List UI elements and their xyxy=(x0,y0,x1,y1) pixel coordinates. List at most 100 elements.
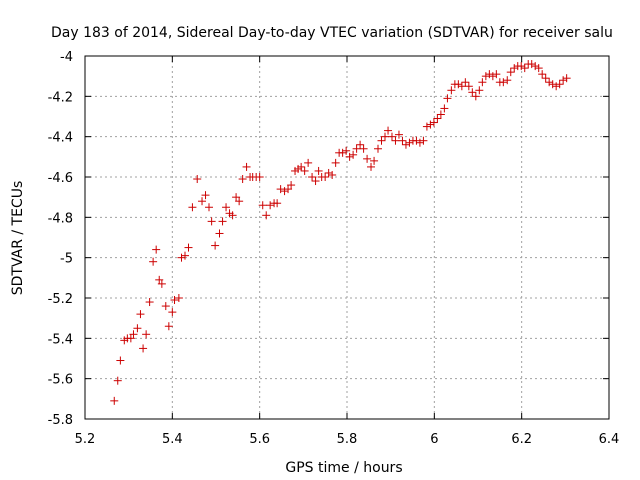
data-point xyxy=(280,187,289,196)
data-point xyxy=(541,74,550,83)
data-point xyxy=(155,275,164,284)
data-point xyxy=(342,146,351,155)
data-point xyxy=(300,166,309,175)
data-points xyxy=(110,60,571,405)
data-point xyxy=(314,166,323,175)
data-point xyxy=(429,118,438,127)
data-point xyxy=(464,82,473,91)
data-point xyxy=(258,201,267,210)
y-tick-label: -4.4 xyxy=(48,131,73,146)
data-point xyxy=(401,140,410,149)
data-point xyxy=(145,298,154,307)
data-point xyxy=(205,203,214,212)
data-point xyxy=(238,175,247,184)
data-point xyxy=(170,296,179,305)
data-point xyxy=(133,324,142,333)
data-point xyxy=(168,308,177,317)
data-point xyxy=(380,132,389,141)
y-tick-label: -4.2 xyxy=(48,90,73,105)
data-point xyxy=(142,330,151,339)
x-tick-label: 5.4 xyxy=(162,432,183,447)
data-point xyxy=(440,104,449,113)
data-point xyxy=(174,294,183,302)
data-point xyxy=(273,199,282,208)
data-point xyxy=(136,310,145,319)
data-point xyxy=(387,132,396,141)
data-point xyxy=(242,162,251,171)
data-point xyxy=(349,150,358,159)
data-point xyxy=(287,181,296,190)
data-point xyxy=(492,70,501,79)
data-point xyxy=(422,122,431,131)
y-tick-label: -4.8 xyxy=(48,211,73,226)
data-point xyxy=(308,173,317,181)
y-tick-label: -5.8 xyxy=(48,413,73,428)
chart-title: Day 183 of 2014, Sidereal Day-to-day VTE… xyxy=(51,25,613,41)
x-tick-label: 5.8 xyxy=(337,432,358,447)
data-point xyxy=(184,243,193,252)
data-point xyxy=(215,229,224,238)
data-point xyxy=(367,162,376,171)
x-tick-label: 6.4 xyxy=(599,432,620,447)
data-point xyxy=(545,78,554,87)
axis-ticks xyxy=(84,55,610,420)
data-point xyxy=(356,140,365,149)
data-point xyxy=(139,344,148,353)
data-point xyxy=(228,211,237,220)
data-point xyxy=(534,64,543,73)
grid-lines xyxy=(85,56,609,419)
data-point xyxy=(157,279,166,288)
data-point xyxy=(110,396,119,405)
data-point xyxy=(384,126,393,135)
data-point xyxy=(321,173,330,181)
data-point xyxy=(222,203,231,212)
data-point xyxy=(276,185,285,194)
data-point xyxy=(255,173,264,181)
y-tick-label: -4.6 xyxy=(48,171,73,186)
data-point xyxy=(478,78,487,87)
data-point xyxy=(324,168,333,177)
data-point xyxy=(164,322,173,331)
data-point xyxy=(198,197,207,206)
data-point xyxy=(398,136,407,145)
y-tick-label: -4 xyxy=(60,50,73,65)
data-point xyxy=(552,82,561,91)
y-tick-label: -5 xyxy=(60,252,73,267)
x-axis-label: GPS time / hours xyxy=(285,460,402,476)
data-point xyxy=(457,82,466,91)
data-point xyxy=(499,78,508,87)
data-point xyxy=(232,193,241,202)
data-point xyxy=(559,76,568,85)
data-point xyxy=(235,197,244,206)
data-point xyxy=(328,170,337,179)
data-point xyxy=(370,156,379,165)
data-point xyxy=(527,60,536,69)
data-point xyxy=(391,136,400,145)
data-point xyxy=(520,64,529,73)
data-point xyxy=(506,68,515,77)
data-point xyxy=(297,162,306,171)
y-axis-label: SDTVAR / TECUs xyxy=(10,181,26,296)
data-point xyxy=(419,136,428,145)
data-point xyxy=(377,136,386,145)
data-point xyxy=(352,144,361,153)
data-point xyxy=(436,110,445,119)
data-point xyxy=(345,152,354,161)
data-point xyxy=(475,86,484,95)
data-point xyxy=(152,245,161,254)
data-point xyxy=(562,74,571,83)
data-point xyxy=(485,70,494,79)
data-point xyxy=(126,334,135,343)
data-point xyxy=(415,138,424,147)
data-point xyxy=(116,356,125,365)
x-tick-label: 6.2 xyxy=(511,432,532,447)
data-point xyxy=(338,148,347,157)
data-point xyxy=(218,217,227,226)
data-point xyxy=(161,302,170,311)
y-tick-label: -5.4 xyxy=(48,332,73,347)
data-point xyxy=(177,253,186,262)
data-point xyxy=(193,175,202,184)
data-point xyxy=(461,78,470,87)
data-point xyxy=(188,203,197,212)
data-point xyxy=(433,114,442,123)
